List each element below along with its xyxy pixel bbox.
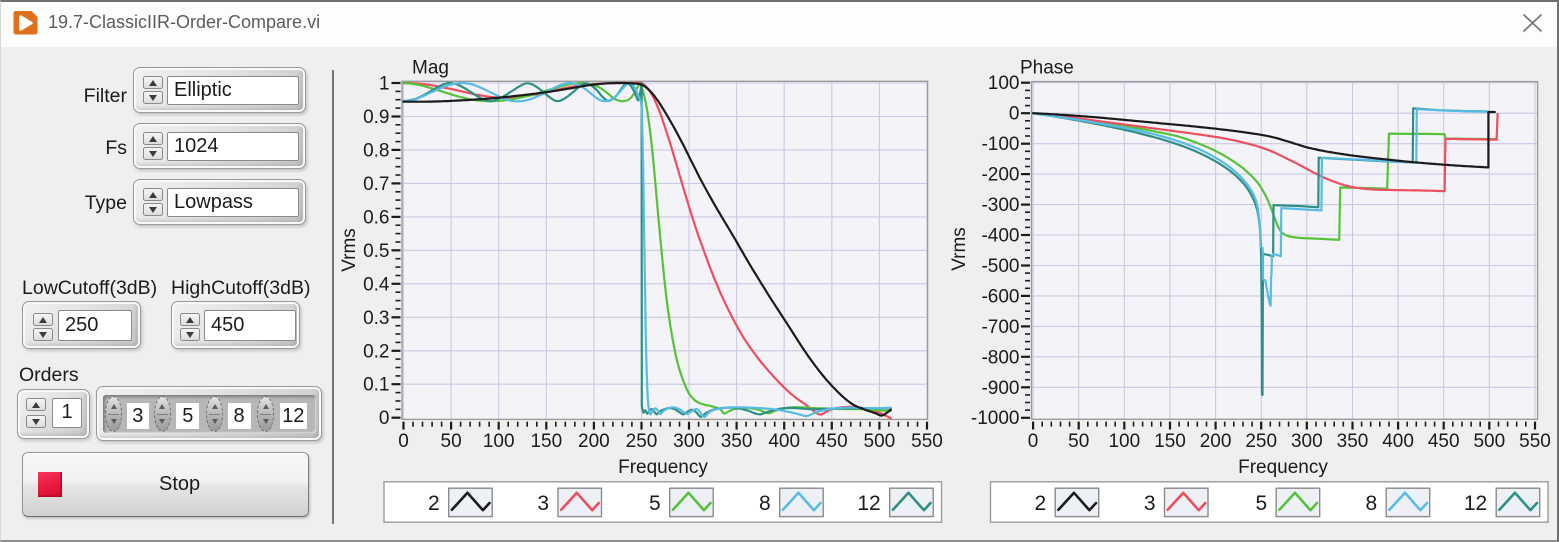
svg-text:400: 400 [1382, 431, 1414, 452]
svg-text:0.4: 0.4 [363, 274, 390, 295]
svg-text:-400: -400 [981, 226, 1019, 247]
svg-text:150: 150 [530, 431, 562, 452]
svg-text:12: 12 [1464, 492, 1487, 515]
svg-text:0: 0 [1009, 104, 1020, 125]
svg-text:-600: -600 [981, 286, 1019, 307]
svg-text:0: 0 [1028, 431, 1039, 452]
svg-text:300: 300 [1291, 431, 1323, 452]
svg-text:-800: -800 [981, 347, 1019, 368]
svg-text:200: 200 [1200, 431, 1232, 452]
svg-text:200: 200 [578, 431, 610, 452]
svg-text:3: 3 [1144, 492, 1156, 515]
svg-text:2: 2 [1035, 492, 1047, 515]
svg-text:3: 3 [537, 492, 549, 515]
svg-text:100: 100 [988, 73, 1020, 94]
svg-text:Vrms: Vrms [339, 228, 360, 272]
svg-text:300: 300 [673, 431, 705, 452]
svg-text:Vrms: Vrms [949, 227, 970, 271]
svg-text:50: 50 [441, 431, 462, 452]
svg-text:-500: -500 [981, 256, 1019, 277]
svg-text:5: 5 [649, 492, 661, 515]
svg-text:250: 250 [1245, 431, 1277, 452]
svg-text:450: 450 [1428, 431, 1460, 452]
svg-text:100: 100 [1108, 431, 1140, 452]
svg-text:550: 550 [911, 431, 943, 452]
svg-text:-100: -100 [981, 134, 1019, 155]
svg-text:0.2: 0.2 [363, 341, 389, 362]
svg-text:400: 400 [768, 431, 800, 452]
svg-text:0.1: 0.1 [363, 375, 389, 396]
svg-text:Frequency: Frequency [618, 457, 708, 478]
svg-text:450: 450 [816, 431, 848, 452]
svg-text:150: 150 [1154, 431, 1186, 452]
svg-text:350: 350 [1337, 431, 1369, 452]
svg-text:0.8: 0.8 [363, 140, 389, 161]
svg-text:350: 350 [721, 431, 753, 452]
svg-text:1: 1 [379, 74, 390, 95]
svg-text:Mag: Mag [412, 58, 449, 79]
svg-text:Frequency: Frequency [1238, 457, 1328, 478]
svg-text:50: 50 [1068, 431, 1089, 452]
svg-text:-1000: -1000 [971, 408, 1020, 429]
svg-text:5: 5 [1256, 492, 1268, 515]
svg-text:-900: -900 [981, 378, 1019, 399]
svg-text:0: 0 [398, 431, 409, 452]
svg-text:250: 250 [626, 431, 658, 452]
svg-text:550: 550 [1519, 431, 1551, 452]
svg-text:500: 500 [864, 431, 896, 452]
svg-text:2: 2 [428, 492, 440, 515]
svg-text:0.6: 0.6 [363, 207, 389, 228]
svg-text:0.9: 0.9 [363, 107, 389, 128]
svg-text:500: 500 [1473, 431, 1505, 452]
svg-text:100: 100 [483, 431, 515, 452]
svg-text:12: 12 [857, 492, 880, 515]
svg-text:8: 8 [759, 492, 771, 515]
svg-text:0.7: 0.7 [363, 174, 389, 195]
svg-text:-700: -700 [981, 317, 1019, 338]
svg-text:-200: -200 [981, 165, 1019, 186]
svg-text:8: 8 [1366, 492, 1378, 515]
svg-text:0.5: 0.5 [363, 241, 389, 262]
svg-text:-300: -300 [981, 195, 1019, 216]
svg-text:Phase: Phase [1020, 58, 1074, 79]
svg-text:0.3: 0.3 [363, 308, 389, 329]
svg-text:0: 0 [379, 408, 390, 429]
